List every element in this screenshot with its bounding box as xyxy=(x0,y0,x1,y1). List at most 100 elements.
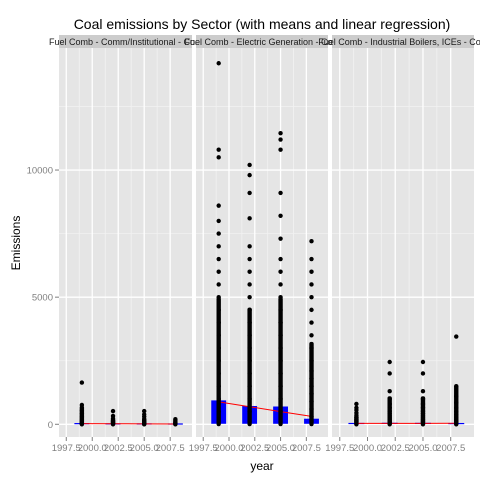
facet-panel: Fuel Comb - Industrial Boilers, ICEs - C… xyxy=(318,35,480,454)
data-point xyxy=(278,371,282,375)
data-point xyxy=(278,137,282,141)
data-point xyxy=(309,282,313,286)
data-point xyxy=(278,320,282,324)
data-point xyxy=(216,308,220,312)
data-point xyxy=(247,257,251,261)
data-point xyxy=(216,155,220,159)
data-point xyxy=(80,403,84,407)
facet-strip-label: Fuel Comb - Comm/Institutional - Coal xyxy=(49,37,202,47)
data-point xyxy=(216,409,220,413)
data-point xyxy=(173,417,177,421)
y-axis-label: Emissions xyxy=(9,216,23,271)
data-point xyxy=(247,295,251,299)
data-point xyxy=(309,399,313,403)
data-point xyxy=(454,400,458,404)
data-point xyxy=(216,147,220,151)
data-point xyxy=(309,257,313,261)
data-point xyxy=(387,402,391,406)
x-tick-label: 1997.5 xyxy=(52,443,81,454)
x-tick-label: 2007.5 xyxy=(292,443,321,454)
data-point xyxy=(278,333,282,337)
data-point xyxy=(421,397,425,401)
facet-panel: Fuel Comb - Electric Generation - Coal19… xyxy=(184,35,339,454)
data-point xyxy=(216,384,220,388)
data-point xyxy=(421,389,425,393)
data-point xyxy=(216,320,220,324)
x-tick-label: 2000.0 xyxy=(353,443,382,454)
data-point xyxy=(309,407,313,411)
data-point xyxy=(421,371,425,375)
data-point xyxy=(278,384,282,388)
data-point xyxy=(387,406,391,410)
x-tick-label: 2000.0 xyxy=(214,443,243,454)
data-point xyxy=(278,270,282,274)
data-point xyxy=(278,409,282,413)
data-point xyxy=(278,282,282,286)
data-point xyxy=(387,371,391,375)
data-point xyxy=(247,244,251,248)
point-cluster xyxy=(247,308,251,425)
data-point xyxy=(387,389,391,393)
data-point xyxy=(309,308,313,312)
data-point xyxy=(309,346,313,350)
x-tick-label: 2005.0 xyxy=(408,443,437,454)
data-point xyxy=(387,397,391,401)
data-point xyxy=(278,257,282,261)
data-point xyxy=(216,397,220,401)
x-tick-label: 2000.0 xyxy=(78,443,107,454)
data-point xyxy=(247,422,251,426)
data-point xyxy=(216,231,220,235)
data-point xyxy=(309,333,313,337)
x-axis-label: year xyxy=(250,459,273,473)
data-point xyxy=(247,346,251,350)
data-point xyxy=(309,384,313,388)
data-point xyxy=(278,214,282,218)
x-tick-label: 1997.5 xyxy=(325,443,354,454)
data-point xyxy=(247,191,251,195)
data-point xyxy=(247,320,251,324)
data-point xyxy=(309,392,313,396)
data-point xyxy=(278,191,282,195)
data-point xyxy=(354,402,358,406)
y-tick-label: 0 xyxy=(48,420,53,431)
data-point xyxy=(247,282,251,286)
data-point xyxy=(278,236,282,240)
data-point xyxy=(278,346,282,350)
data-point xyxy=(387,360,391,364)
x-tick-label: 2007.5 xyxy=(156,443,185,454)
data-point xyxy=(278,397,282,401)
data-point xyxy=(216,244,220,248)
data-point xyxy=(278,308,282,312)
data-point xyxy=(216,282,220,286)
facet-strip-label: Fuel Comb - Industrial Boilers, ICEs - C… xyxy=(318,37,480,47)
data-point xyxy=(142,409,146,413)
facet-strip-label: Fuel Comb - Electric Generation - Coal xyxy=(184,37,339,47)
data-point xyxy=(454,384,458,388)
data-point xyxy=(454,406,458,410)
data-point xyxy=(454,409,458,413)
data-point xyxy=(247,384,251,388)
data-point xyxy=(247,371,251,375)
data-point xyxy=(247,359,251,363)
data-point xyxy=(309,369,313,373)
data-point xyxy=(111,414,115,418)
data-point xyxy=(278,147,282,151)
data-point xyxy=(278,422,282,426)
data-point xyxy=(216,270,220,274)
data-point xyxy=(278,359,282,363)
data-point xyxy=(421,402,425,406)
data-point xyxy=(247,409,251,413)
data-point xyxy=(421,406,425,410)
data-point xyxy=(111,409,115,413)
data-point xyxy=(309,239,313,243)
data-point xyxy=(309,295,313,299)
panels: Fuel Comb - Comm/Institutional - Coal 199… xyxy=(49,35,480,454)
chart-title: Coal emissions by Sector (with means and… xyxy=(74,16,451,32)
data-point xyxy=(309,320,313,324)
data-point xyxy=(309,414,313,418)
data-point xyxy=(354,406,358,410)
x-tick-label: 2007.5 xyxy=(436,443,465,454)
data-point xyxy=(247,163,251,167)
